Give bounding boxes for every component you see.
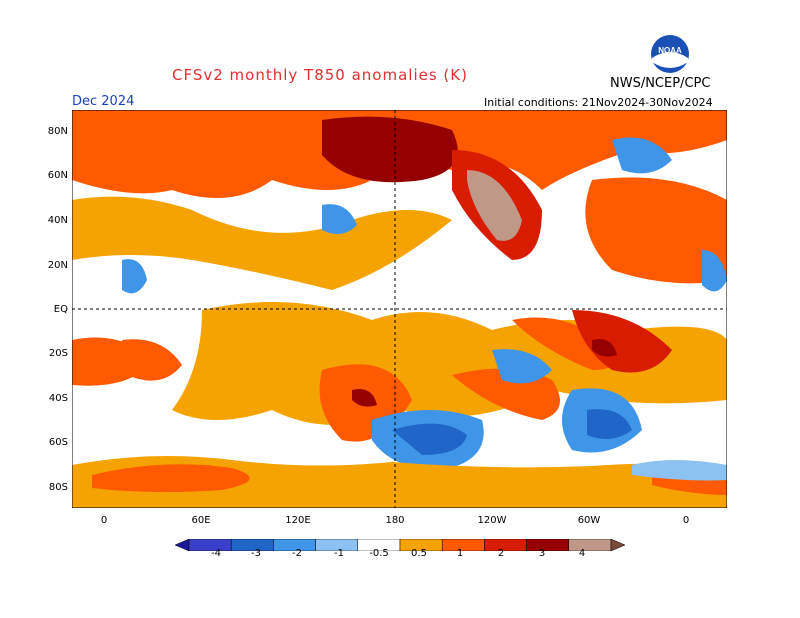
lat-label: 20N <box>47 260 68 271</box>
lat-label: 60N <box>47 170 68 181</box>
lon-label: 60E <box>191 515 211 526</box>
lon-label: 120W <box>477 515 507 526</box>
lat-label: 20S <box>48 348 68 359</box>
lat-label: EQ <box>53 304 68 315</box>
month-label: Dec 2024 <box>72 94 135 109</box>
lat-label: 80S <box>48 482 68 493</box>
colorbar-segment <box>610 538 626 552</box>
lon-label: 0 <box>682 515 690 526</box>
colorbar-label: 1 <box>456 548 464 559</box>
lon-label: 0 <box>100 515 108 526</box>
colorbar-label: 2 <box>497 548 505 559</box>
lat-label: 40N <box>47 215 68 226</box>
colorbar-label: -3 <box>251 548 261 559</box>
colorbar-label: -4 <box>211 548 221 559</box>
colorbar-label: 3 <box>538 548 546 559</box>
lon-label: 180 <box>385 515 405 526</box>
colorbar-label: 4 <box>578 548 586 559</box>
lon-label: 60W <box>577 515 601 526</box>
colorbar-label: -2 <box>292 548 302 559</box>
colorbar-label: -1 <box>334 548 344 559</box>
lon-label: 120E <box>285 515 311 526</box>
colorbar-segment <box>174 538 190 552</box>
anomaly-map <box>71 109 728 509</box>
colorbar <box>174 536 626 552</box>
colorbar-label: 0.5 <box>411 548 427 559</box>
initial-conditions-label: Initial conditions: 21Nov2024-30Nov2024 <box>484 96 713 109</box>
organization-label: NWS/NCEP/CPC <box>610 76 711 91</box>
lat-label: 80N <box>47 126 68 137</box>
noaa-logo: NOAA <box>650 34 690 74</box>
lat-label: 40S <box>48 393 68 404</box>
chart-title: CFSv2 monthly T850 anomalies (K) <box>172 66 468 84</box>
svg-text:NOAA: NOAA <box>658 46 682 55</box>
lat-label: 60S <box>48 437 68 448</box>
colorbar-label: -0.5 <box>369 548 389 559</box>
